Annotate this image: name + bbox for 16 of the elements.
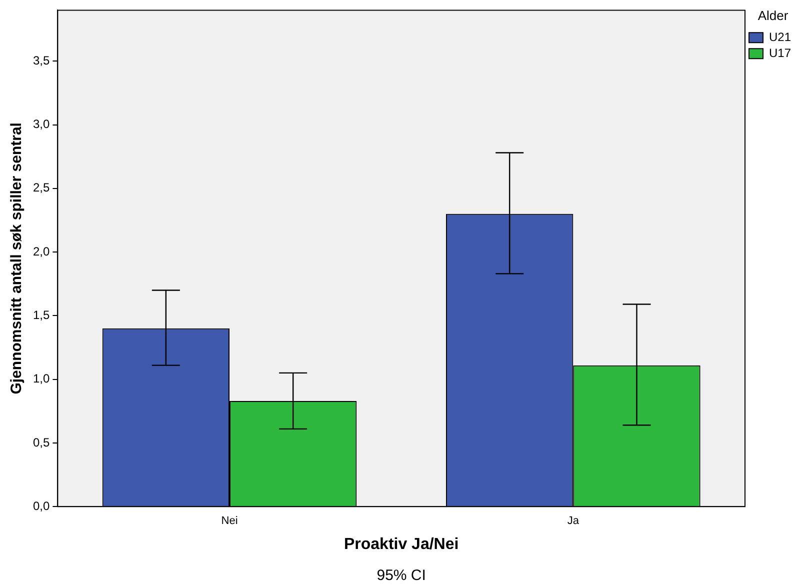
y-tick-label: 3,0: [32, 117, 50, 132]
legend-label: U17: [768, 46, 792, 60]
y-tick-label: 1,0: [32, 372, 50, 386]
legend-label: U21: [768, 30, 792, 44]
y-tick-label: 1,5: [32, 308, 50, 322]
y-tick-label: 0,0: [32, 498, 50, 513]
x-tick-label: Ja: [567, 515, 580, 528]
x-tick-label: Nei: [221, 515, 238, 528]
legend-title: Alder: [758, 8, 789, 24]
x-axis-title: Proaktiv Ja/Nei: [344, 536, 459, 553]
y-axis-title: Gjennomsnitt antall søk spiller sentral: [8, 122, 26, 394]
text: 95% CI: [376, 567, 426, 584]
y-tick-label: 0,5: [32, 435, 50, 450]
y-tick-label: 2,0: [32, 244, 50, 258]
y-tick-label: 3,5: [32, 53, 50, 68]
y-tick-label: 2,5: [32, 180, 50, 195]
